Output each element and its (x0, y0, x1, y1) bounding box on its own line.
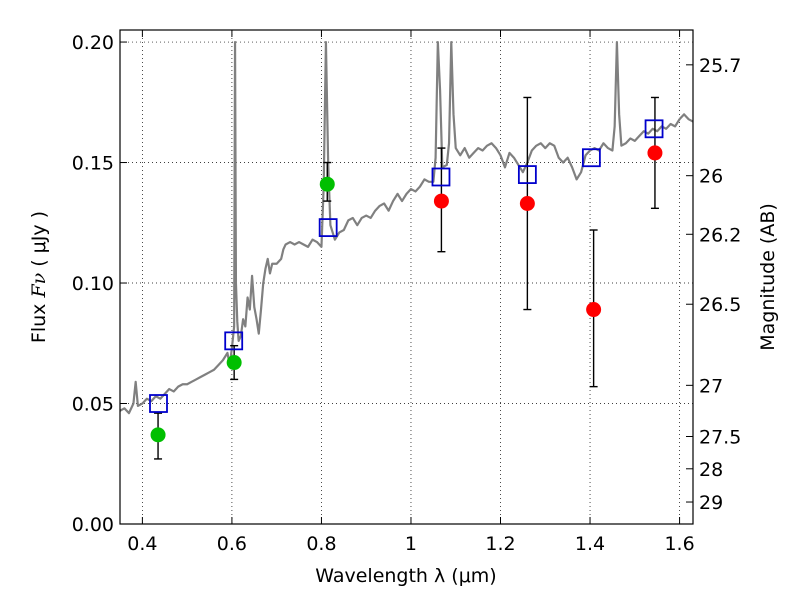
x-tick-label: 1.6 (664, 533, 694, 555)
red-data-point (647, 145, 663, 161)
y-tick-label: 0.20 (72, 32, 114, 54)
y-tick-label: 0.10 (72, 273, 114, 295)
y-axis-label: Flux Fν ( μJy ) (28, 211, 50, 343)
green-data-point (150, 427, 166, 443)
model-square-marker (431, 167, 451, 187)
ticks: 0.4 0.6 0.8 1 1.2 1.4 1.6 0.00 0.05 0.10 0.15 0.20 2… (72, 30, 741, 555)
y2-tick-label: 26.2 (699, 224, 741, 246)
y-tick-label: 0.15 (72, 153, 114, 175)
y-axis-label-symbol: Fν (28, 272, 50, 298)
x-axis-label: Wavelength λ (μm) (315, 565, 496, 587)
data-area (120, 40, 693, 415)
red-data-point (433, 193, 449, 209)
green-data-point (319, 176, 335, 192)
template-spectrum-line (120, 40, 693, 415)
x-tick-label: 0.8 (306, 533, 336, 555)
y2-tick-label: 28 (699, 459, 723, 481)
plot-background (120, 30, 693, 524)
model-square-marker (581, 148, 601, 168)
y2-tick-label: 26.5 (699, 294, 741, 316)
y2-axis-label: Magnitude (AB) (757, 203, 779, 351)
green-data-point (226, 355, 242, 371)
red-data-point (519, 196, 535, 212)
model-square-marker (318, 218, 338, 238)
x-tick-label: 1.2 (485, 533, 515, 555)
y-axis-label-unit: ( μJy ) (28, 211, 50, 273)
model-square-marker (517, 165, 537, 184)
model-square-marker (224, 331, 244, 351)
plot-frame (119, 29, 694, 525)
y-tick-label: 0.05 (72, 394, 114, 416)
y2-tick-label: 25.7 (699, 55, 741, 77)
x-tick-label: 0.6 (217, 533, 247, 555)
x-tick-label: 0.4 (127, 533, 157, 555)
y2-tick-label: 29 (699, 492, 723, 514)
red-data-point (586, 302, 602, 318)
markers (149, 96, 664, 460)
model-square-marker (149, 394, 168, 413)
x-tick-label: 1.4 (575, 533, 605, 555)
y2-tick-label: 27 (699, 375, 723, 397)
y-tick-label: 0.00 (72, 514, 114, 536)
model-square-marker (644, 119, 664, 139)
y2-tick-label: 27.5 (699, 427, 741, 449)
x-tick-label: 1 (405, 533, 417, 555)
y2-tick-label: 26 (699, 166, 723, 188)
y-axis-label-prefix: Flux (28, 298, 50, 344)
